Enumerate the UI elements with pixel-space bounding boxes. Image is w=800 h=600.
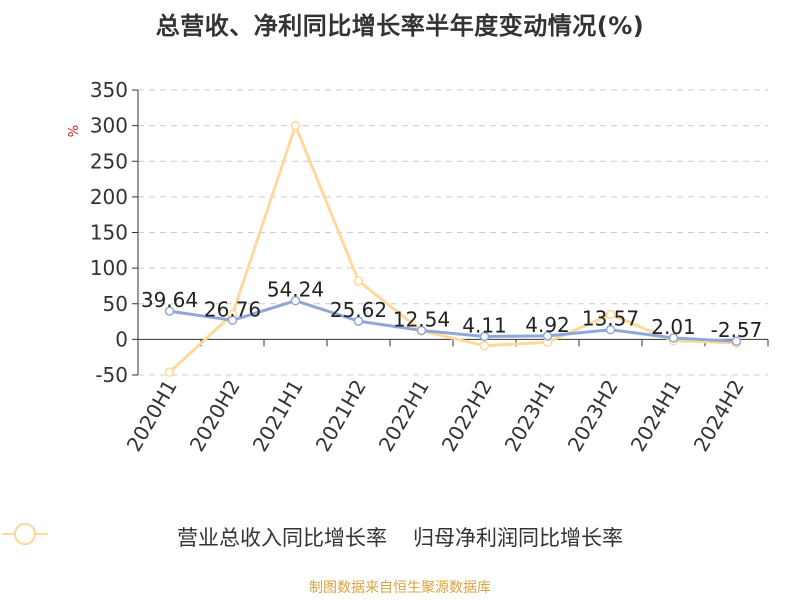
source-note: 制图数据来自恒生聚源数据库	[309, 580, 491, 596]
legend-label-net-profit: 归母净利润同比增长率	[413, 526, 623, 550]
x-tick-label: 2021H1	[248, 376, 308, 456]
legend-item-revenue[interactable]: 营业总收入同比增长率	[2, 522, 387, 552]
x-tick-label: 2020H2	[185, 376, 245, 456]
x-tick-label: 2023H1	[500, 376, 560, 456]
point-net-profit	[290, 120, 301, 131]
point-net-profit	[605, 309, 616, 320]
data-label-revenue: -2.57	[711, 318, 763, 342]
point-revenue	[479, 331, 490, 342]
legend-label-revenue: 营业总收入同比增长率	[177, 526, 387, 550]
point-revenue	[164, 306, 175, 316]
y-tick-label: 150	[90, 221, 128, 245]
data-label-revenue: 26.76	[204, 297, 261, 321]
point-revenue	[542, 331, 553, 341]
x-tick-label: 2021H2	[311, 376, 371, 456]
x-tick-label: 2020H1	[122, 376, 182, 456]
series-line-net-profit	[168, 124, 737, 374]
data-label-revenue: 2.01	[651, 315, 696, 339]
point-revenue	[668, 333, 679, 343]
y-tick-label: 50	[103, 292, 128, 316]
x-tick-label: 2023H2	[563, 376, 623, 456]
point-revenue	[605, 324, 616, 335]
data-label-revenue: 4.92	[525, 313, 570, 337]
point-revenue	[353, 316, 364, 326]
x-tick-label: 2024H2	[689, 376, 749, 456]
legend-swatch-net-profit-icon	[2, 523, 48, 545]
y-tick-label: 200	[90, 185, 128, 209]
point-net-profit	[353, 276, 364, 286]
x-tick-label: 2022H2	[437, 376, 497, 456]
grid-lines	[138, 89, 768, 376]
point-revenue	[227, 315, 238, 326]
point-revenue	[416, 325, 427, 336]
x-tick-label: 2024H1	[626, 376, 686, 456]
data-label-revenue: 25.62	[330, 298, 387, 322]
y-tick-label: 300	[90, 114, 128, 138]
y-axis-label: %	[67, 125, 82, 137]
y-tick-label: 100	[90, 256, 128, 280]
y-tick-label: -50	[95, 363, 128, 387]
y-tick-label: 350	[90, 78, 128, 102]
data-label-revenue: 4.11	[462, 313, 507, 337]
data-label-revenue: 13.57	[582, 307, 639, 331]
legend-item-net-profit[interactable]: 归母净利润同比增长率	[2, 522, 623, 552]
legend: 营业总收入同比增长率 归母净利润同比增长率	[0, 519, 800, 555]
series-lines	[164, 120, 742, 377]
point-net-profit	[479, 341, 490, 351]
point-net-profit	[164, 367, 175, 377]
data-label-revenue: 54.24	[267, 278, 324, 302]
point-revenue	[731, 336, 742, 346]
series-line-revenue	[169, 299, 737, 343]
data-label-revenue: 39.64	[141, 288, 198, 312]
y-tick-label: 0	[115, 327, 128, 351]
data-label-revenue: 12.54	[393, 307, 450, 331]
y-tick-label: 250	[90, 149, 128, 173]
chart-title: 总营收、净利同比增长率半年度变动情况(%)	[155, 12, 645, 40]
point-revenue	[290, 295, 301, 306]
x-tick-label: 2022H1	[374, 376, 434, 456]
